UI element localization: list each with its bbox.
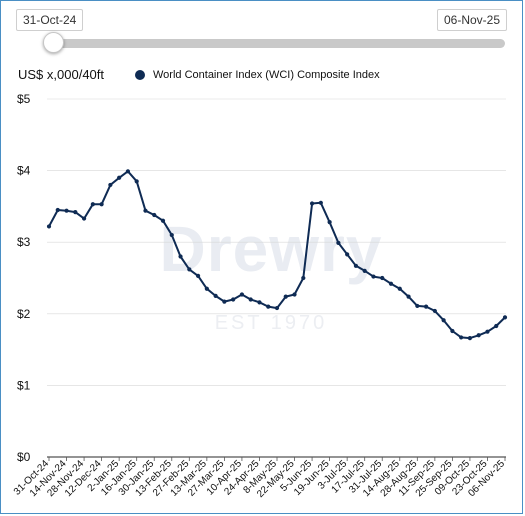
data-point[interactable] — [274, 305, 280, 311]
data-point[interactable] — [46, 224, 52, 229]
data-point[interactable] — [292, 292, 297, 297]
data-point[interactable] — [476, 333, 481, 338]
data-point[interactable] — [380, 275, 385, 281]
legend-marker — [135, 70, 145, 80]
data-point[interactable] — [213, 293, 218, 298]
legend-series-label: World Container Index (WCI) Composite In… — [153, 69, 380, 81]
watermark-brand: Drewry — [160, 213, 383, 285]
y-axis-ticks: $0 $1 $2 $3 $4 $5 — [17, 92, 31, 464]
data-point[interactable] — [108, 182, 113, 188]
y-tick-label: $3 — [17, 235, 31, 249]
data-point[interactable] — [441, 318, 446, 323]
range-slider-handle[interactable] — [43, 32, 64, 53]
y-axis-unit-label: US$ x,000/40ft — [18, 67, 104, 82]
data-point[interactable] — [485, 329, 490, 334]
drewry-watermark: Drewry EST 1970 — [160, 213, 383, 334]
data-point[interactable] — [169, 232, 174, 238]
data-point[interactable] — [117, 175, 122, 180]
data-point[interactable] — [283, 294, 288, 299]
data-point[interactable] — [222, 299, 227, 304]
data-point[interactable] — [327, 220, 332, 225]
range-end-date[interactable]: 06-Nov-25 — [436, 9, 507, 31]
data-point[interactable] — [239, 292, 245, 297]
data-point[interactable] — [231, 297, 236, 302]
series-wci-composite — [46, 169, 508, 341]
y-tick-label: $2 — [17, 307, 31, 321]
data-point[interactable] — [397, 286, 402, 291]
data-point[interactable] — [90, 202, 95, 207]
data-point[interactable] — [204, 286, 209, 291]
data-point[interactable] — [73, 210, 78, 215]
x-axis-ticks: 31-Oct-2414-Nov-2428-Nov-2412-Dec-242-Ja… — [12, 457, 507, 500]
data-point[interactable] — [55, 207, 60, 213]
data-point[interactable] — [415, 303, 420, 309]
data-point[interactable] — [257, 300, 262, 305]
data-point[interactable] — [362, 268, 367, 273]
data-point[interactable] — [99, 202, 104, 207]
data-point[interactable] — [178, 254, 183, 259]
data-point[interactable] — [388, 281, 394, 286]
data-point[interactable] — [423, 304, 429, 309]
data-point[interactable] — [336, 240, 341, 246]
chart-legend[interactable]: World Container Index (WCI) Composite In… — [135, 69, 380, 81]
data-point[interactable] — [152, 212, 157, 218]
data-point[interactable] — [81, 216, 87, 221]
data-point[interactable] — [318, 200, 323, 205]
data-point[interactable] — [353, 263, 359, 268]
data-point[interactable] — [467, 336, 473, 341]
data-point[interactable] — [187, 267, 192, 272]
data-point[interactable] — [248, 297, 253, 302]
data-point[interactable] — [266, 304, 271, 309]
data-point[interactable] — [125, 169, 131, 174]
y-tick-label: $1 — [17, 378, 31, 392]
data-point[interactable] — [195, 273, 201, 278]
data-point[interactable] — [160, 218, 166, 223]
range-start-date[interactable]: 31-Oct-24 — [16, 9, 84, 31]
data-point[interactable] — [345, 252, 350, 257]
data-point[interactable] — [406, 294, 411, 299]
y-tick-label: $0 — [17, 450, 31, 464]
data-point[interactable] — [494, 323, 499, 329]
data-point[interactable] — [371, 274, 376, 279]
data-point[interactable] — [301, 275, 306, 281]
data-point[interactable] — [432, 308, 437, 314]
data-point[interactable] — [134, 179, 139, 184]
grid-lines — [47, 98, 506, 458]
data-point[interactable] — [309, 201, 315, 206]
y-tick-label: $5 — [17, 92, 31, 106]
range-slider-track[interactable] — [45, 39, 505, 48]
data-point[interactable] — [450, 328, 455, 334]
data-point[interactable] — [459, 335, 464, 340]
watermark-est: EST 1970 — [215, 312, 328, 334]
data-point[interactable] — [502, 315, 508, 320]
y-tick-label: $4 — [17, 164, 31, 178]
data-point[interactable] — [64, 208, 69, 213]
data-point[interactable] — [143, 208, 148, 213]
